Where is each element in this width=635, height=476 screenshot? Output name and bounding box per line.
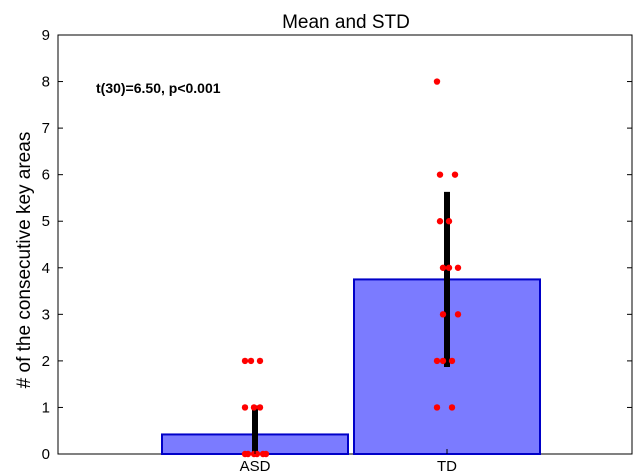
data-point — [241, 357, 249, 365]
y-tick-label: 3 — [42, 306, 50, 323]
data-point — [439, 357, 447, 365]
data-point — [436, 218, 444, 225]
y-tick-label: 0 — [42, 446, 50, 463]
data-point — [241, 404, 249, 411]
x-tick-label: ASD — [240, 458, 271, 475]
y-tick-label: 8 — [42, 74, 50, 91]
stat-annotation: t(30)=6.50, p<0.001 — [96, 80, 221, 96]
data-point — [262, 450, 270, 458]
data-point — [244, 450, 252, 458]
chart-title: Mean and STD — [282, 12, 410, 33]
data-point — [250, 404, 258, 411]
y-tick-label: 5 — [42, 213, 50, 230]
y-tick-label: 1 — [42, 399, 50, 416]
data-point — [433, 404, 441, 411]
data-point — [247, 357, 255, 365]
data-point — [256, 357, 264, 365]
data-point — [448, 357, 456, 365]
data-point — [445, 218, 453, 225]
data-point — [436, 171, 444, 178]
y-axis-label: # of the consecutive key areas — [14, 132, 35, 389]
data-point — [454, 311, 462, 318]
y-tick-label: 2 — [42, 353, 50, 370]
data-point — [433, 78, 441, 85]
chart-marks — [161, 78, 541, 458]
data-point — [445, 264, 453, 271]
data-point — [454, 264, 462, 271]
x-tick-label: TD — [437, 458, 457, 475]
data-point — [448, 404, 456, 411]
chart-axes: 0 1 2 3 4 5 6 7 8 9 ASD TD — [42, 27, 632, 475]
plot-area — [57, 34, 633, 455]
y-tick-label: 4 — [42, 260, 50, 277]
data-point — [439, 264, 447, 271]
y-tick-label: 9 — [42, 27, 50, 44]
data-point — [451, 171, 459, 178]
data-point — [439, 311, 447, 318]
y-tick-label: 7 — [42, 120, 50, 137]
y-tick-label: 6 — [42, 167, 50, 184]
data-point — [433, 357, 441, 365]
data-point — [256, 404, 264, 411]
